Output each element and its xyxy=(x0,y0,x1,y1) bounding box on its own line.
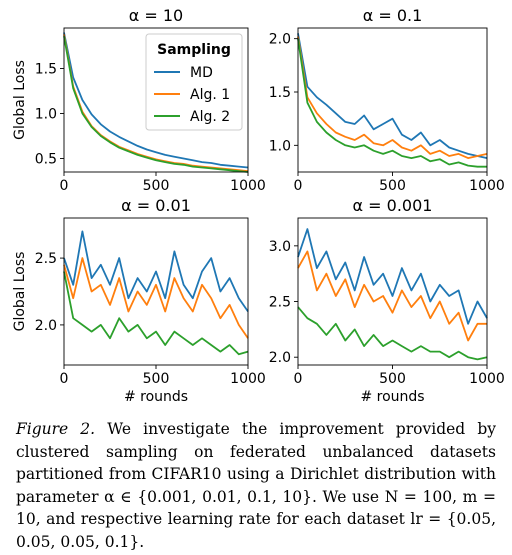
x-tick-label: 500 xyxy=(379,178,406,194)
x-tick-label: 0 xyxy=(60,371,69,387)
panel-2: 0 500 1000 1.0 1.5 2.0 α = 0.1 xyxy=(269,6,505,194)
y-tick-label: 2.5 xyxy=(269,295,291,311)
legend-entry: MD xyxy=(190,65,213,81)
series-line-alg-1 xyxy=(63,257,249,339)
series-line-md xyxy=(63,230,249,313)
legend-entry: Alg. 2 xyxy=(190,109,230,125)
caption-lead: Figure 2. xyxy=(16,420,96,438)
x-tick-label: 1000 xyxy=(230,178,266,194)
x-tick-label: 1000 xyxy=(469,371,505,387)
y-tick-label: 2.5 xyxy=(35,251,57,267)
series-line-alg-2 xyxy=(297,38,487,168)
series-line-alg-2 xyxy=(297,306,488,361)
series-line-alg-1 xyxy=(297,250,487,342)
caption-text: We investigate the improvement provided … xyxy=(16,420,496,551)
y-tick-label: 1.0 xyxy=(269,138,291,154)
series-line-md xyxy=(63,32,249,169)
x-tick-label: 0 xyxy=(294,178,303,194)
x-tick-label: 0 xyxy=(60,178,69,194)
y-axis-label: Global Loss xyxy=(12,60,28,140)
y-tick-label: 1.5 xyxy=(35,62,57,78)
series-line-alg-1 xyxy=(297,36,488,160)
x-tick-label: 1000 xyxy=(230,371,266,387)
figure: 0 500 1000 0.5 1.0 1.5 α = 10 Global Loss Sampli… xyxy=(12,6,505,405)
series-line-alg-2 xyxy=(63,35,249,173)
figure-caption: Figure 2. We investigate the improvement… xyxy=(16,418,496,553)
panel-title: α = 0.01 xyxy=(121,196,191,215)
panel-4: 0 500 1000 2.0 2.5 3.0 α = 0.001 # rounds xyxy=(269,196,505,405)
y-tick-label: 0.5 xyxy=(35,152,57,168)
x-tick-label: 500 xyxy=(379,371,406,387)
series-line-alg-2 xyxy=(63,271,249,356)
y-axis-label: Global Loss xyxy=(12,252,28,332)
legend: Sampling MD Alg. 1 Alg. 2 xyxy=(145,33,243,131)
panel-3: 0 500 1000 2.0 2.5 α = 0.01 Global Loss # round… xyxy=(12,196,266,405)
panel-title: α = 0.1 xyxy=(363,6,423,25)
panel-1: 0 500 1000 0.5 1.0 1.5 α = 10 Global Loss Sampli… xyxy=(12,6,266,194)
x-tick-label: 1000 xyxy=(469,178,505,194)
series-line-md xyxy=(297,228,488,325)
legend-entry: Alg. 1 xyxy=(190,87,230,103)
y-tick-label: 2.0 xyxy=(35,318,57,334)
y-tick-label: 2.0 xyxy=(269,32,291,48)
y-tick-label: 1.5 xyxy=(269,85,291,101)
x-tick-label: 0 xyxy=(294,371,303,387)
y-tick-label: 1.0 xyxy=(35,107,57,123)
x-axis-label: # rounds xyxy=(360,389,424,405)
panel-title: α = 0.001 xyxy=(353,196,433,215)
x-axis-label: # rounds xyxy=(124,389,188,405)
y-tick-label: 3.0 xyxy=(269,239,291,255)
x-tick-label: 500 xyxy=(143,178,170,194)
panel-title: α = 10 xyxy=(129,6,183,25)
legend-title: Sampling xyxy=(157,42,231,58)
x-tick-label: 500 xyxy=(143,371,170,387)
series-line-md xyxy=(297,33,488,159)
y-tick-label: 2.0 xyxy=(269,350,291,366)
legend-box xyxy=(145,33,243,131)
